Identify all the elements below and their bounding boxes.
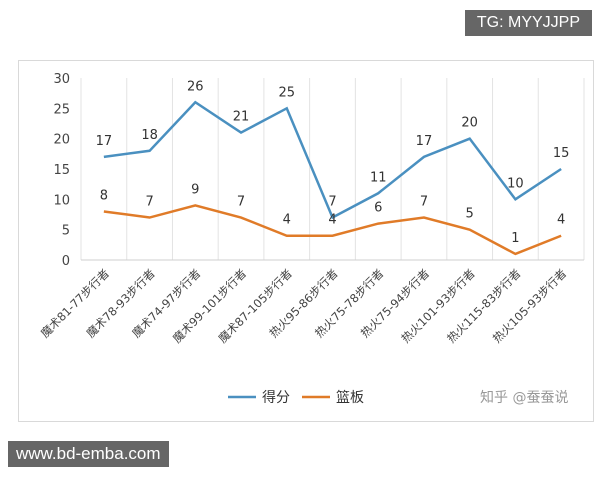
y-tick-label: 20 [53, 133, 70, 148]
data-label: 7 [237, 195, 245, 210]
data-label: 7 [328, 195, 336, 210]
data-label: 4 [283, 213, 291, 228]
data-label: 15 [553, 146, 570, 161]
data-label: 4 [557, 213, 565, 228]
data-label: 5 [466, 207, 474, 222]
data-label: 21 [233, 110, 250, 125]
y-tick-label: 15 [53, 163, 70, 178]
chart-frame [18, 60, 594, 422]
data-label: 10 [507, 176, 524, 191]
data-label: 7 [420, 195, 428, 210]
data-label: 4 [328, 213, 336, 228]
data-label: 17 [416, 134, 433, 149]
data-label: 17 [96, 134, 113, 149]
watermark-tg: TG: MYYJJPP [464, 10, 592, 36]
legend-label: 篮板 [336, 390, 364, 406]
data-label: 6 [374, 201, 382, 216]
y-tick-label: 25 [53, 102, 70, 117]
y-tick-label: 10 [53, 193, 70, 208]
data-label: 8 [100, 188, 108, 203]
data-label: 25 [278, 85, 295, 100]
y-tick-label: 0 [62, 254, 70, 269]
y-tick-label: 5 [62, 224, 70, 239]
series-line-1 [103, 204, 562, 256]
series-line-0 [103, 100, 562, 220]
watermark-zhihu: 知乎 @蚕蚕说 [480, 389, 568, 406]
data-label: 9 [191, 182, 199, 197]
data-label: 11 [370, 170, 387, 185]
data-label: 26 [187, 79, 204, 94]
legend-label: 得分 [262, 389, 290, 406]
y-tick-label: 30 [53, 72, 70, 87]
data-label: 18 [141, 128, 158, 143]
watermark-website: www.bd-emba.com [8, 441, 169, 467]
data-label: 20 [461, 116, 478, 131]
data-label: 7 [145, 195, 153, 210]
data-label: 1 [511, 231, 519, 246]
